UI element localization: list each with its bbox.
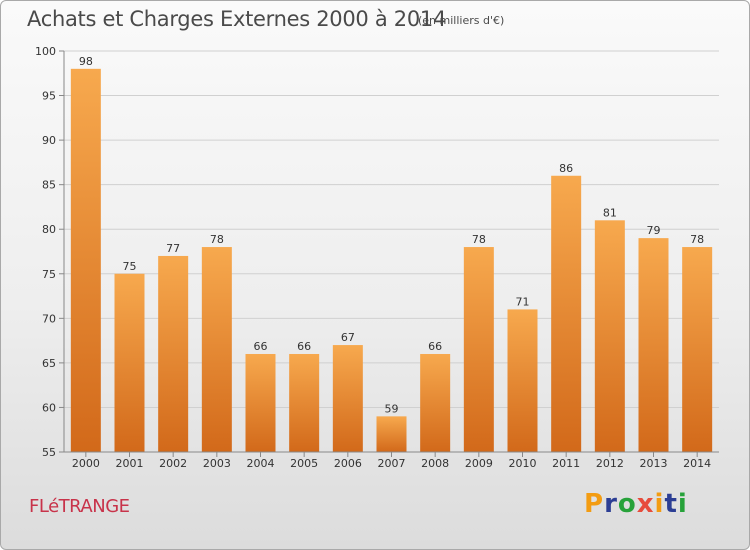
y-tick-label: 70 bbox=[42, 312, 56, 325]
x-tick-label: 2014 bbox=[683, 457, 711, 470]
logo-letter: P bbox=[584, 489, 605, 519]
x-tick-label: 2008 bbox=[421, 457, 449, 470]
bar bbox=[463, 247, 494, 452]
bar bbox=[638, 238, 669, 452]
y-tick-label: 85 bbox=[42, 179, 56, 192]
y-tick-label: 55 bbox=[42, 446, 56, 459]
bar-value-label: 78 bbox=[690, 233, 704, 246]
x-tick-label: 2001 bbox=[116, 457, 144, 470]
bar-value-label: 75 bbox=[123, 260, 137, 273]
logo-letter: x bbox=[636, 489, 655, 519]
bar-value-label: 78 bbox=[472, 233, 486, 246]
chart-title: Achats et Charges Externes 2000 à 2014 bbox=[27, 7, 447, 31]
x-tick-label: 2010 bbox=[509, 457, 537, 470]
bar bbox=[201, 247, 232, 452]
logo-letter: t bbox=[664, 489, 678, 519]
bar bbox=[158, 255, 189, 452]
bar bbox=[70, 68, 101, 453]
bar bbox=[682, 247, 713, 452]
proxiti-logo[interactable]: Proxiti bbox=[584, 489, 688, 519]
x-tick-label: 2006 bbox=[334, 457, 362, 470]
bar-value-label: 86 bbox=[559, 162, 573, 175]
y-tick-label: 75 bbox=[42, 268, 56, 281]
bar bbox=[420, 353, 451, 452]
logo-letter: i bbox=[654, 489, 665, 519]
y-tick-label: 60 bbox=[42, 401, 56, 414]
bar bbox=[289, 353, 320, 452]
bar bbox=[507, 309, 538, 452]
bar bbox=[376, 416, 407, 452]
town-name: FLéTRANGE bbox=[29, 496, 130, 517]
x-tick-label: 2009 bbox=[465, 457, 493, 470]
x-tick-label: 2013 bbox=[640, 457, 668, 470]
bar bbox=[245, 353, 276, 452]
bar-value-label: 59 bbox=[385, 402, 399, 415]
x-tick-label: 2004 bbox=[247, 457, 275, 470]
bar bbox=[114, 273, 145, 452]
bar-value-label: 98 bbox=[79, 55, 93, 68]
y-tick-label: 90 bbox=[42, 134, 56, 147]
bar bbox=[594, 220, 625, 452]
bar-value-label: 67 bbox=[341, 331, 355, 344]
x-tick-label: 2003 bbox=[203, 457, 231, 470]
axes: 55 60 65 70 75 80 85 90 95 100 2000 2001 2002 2003 200… bbox=[35, 45, 719, 470]
bar-value-label: 77 bbox=[166, 242, 180, 255]
x-tick-label: 2005 bbox=[290, 457, 318, 470]
y-tick-label: 95 bbox=[42, 90, 56, 103]
value-labels: 98 75 77 78 66 66 67 59 66 78 71 86 81 79 78 bbox=[79, 55, 704, 416]
y-tick-label: 65 bbox=[42, 357, 56, 370]
bar-value-label: 71 bbox=[516, 295, 530, 308]
y-tick-label: 100 bbox=[35, 45, 56, 58]
chart-subtitle: (en milliers d'€) bbox=[418, 14, 505, 27]
bar-value-label: 79 bbox=[647, 224, 661, 237]
x-tick-label: 2002 bbox=[159, 457, 187, 470]
bar bbox=[332, 345, 363, 452]
bar-value-label: 66 bbox=[428, 340, 442, 353]
x-tick-label: 2012 bbox=[596, 457, 624, 470]
bar bbox=[551, 175, 582, 452]
logo-letter: r bbox=[604, 489, 618, 519]
logo-letter: o bbox=[617, 489, 637, 519]
bars bbox=[70, 68, 713, 453]
x-tick-label: 2000 bbox=[72, 457, 100, 470]
bar-value-label: 66 bbox=[254, 340, 268, 353]
logo-letter: i bbox=[677, 489, 688, 519]
x-tick-label: 2011 bbox=[552, 457, 580, 470]
bar-value-label: 78 bbox=[210, 233, 224, 246]
y-tick-label: 80 bbox=[42, 223, 56, 236]
bar-value-label: 81 bbox=[603, 206, 617, 219]
bar-value-label: 66 bbox=[297, 340, 311, 353]
x-tick-label: 2007 bbox=[378, 457, 406, 470]
